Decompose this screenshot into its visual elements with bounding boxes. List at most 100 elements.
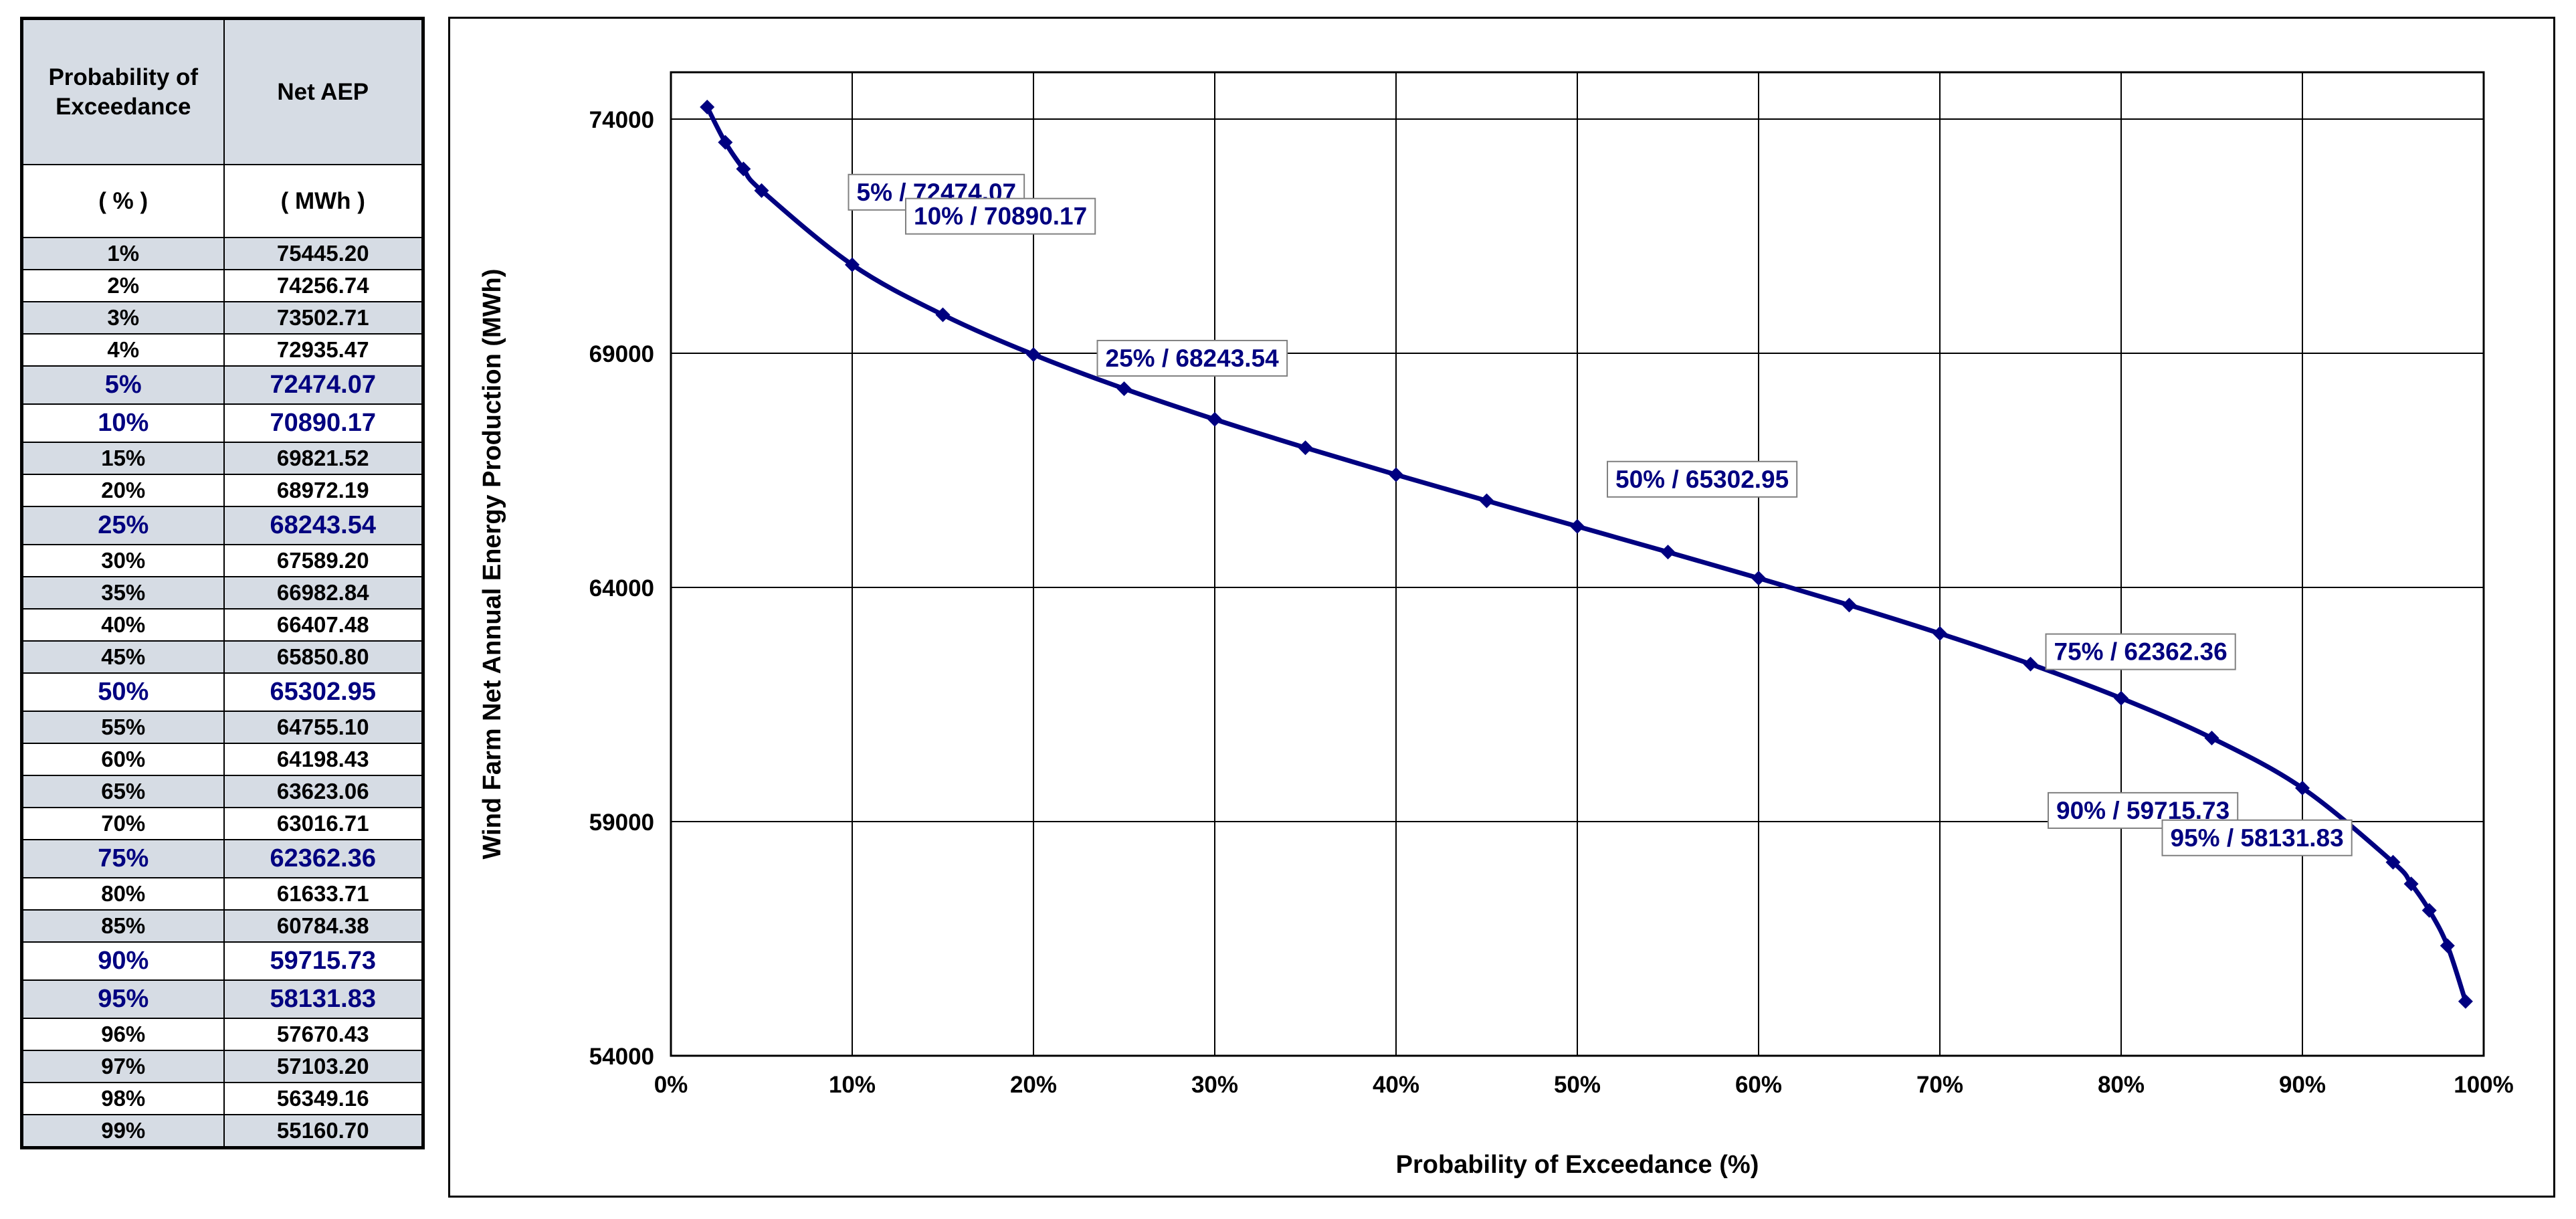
data-point	[2458, 994, 2473, 1009]
data-point	[2204, 731, 2219, 746]
table-row: 96% 57670.43	[21, 1018, 424, 1051]
series-net-aep	[700, 100, 2473, 1009]
header-net-aep: Net AEP	[223, 17, 424, 165]
table-row: 3% 73502.71	[21, 301, 424, 335]
data-point	[1298, 440, 1313, 456]
data-point	[754, 183, 769, 198]
data-point	[2385, 854, 2401, 870]
cell-probability: 4%	[21, 333, 225, 367]
annotation-text: 75% / 62362.36	[2054, 638, 2227, 666]
cell-probability: 80%	[21, 877, 225, 911]
series-line	[705, 106, 2468, 1002]
cell-net-aep: 59715.73	[223, 941, 424, 981]
table-row: 45% 65850.80	[21, 640, 424, 674]
data-point	[2403, 876, 2419, 892]
cell-probability: 25%	[21, 506, 225, 545]
cell-net-aep: 63016.71	[223, 807, 424, 840]
cell-net-aep: 66982.84	[223, 576, 424, 610]
table-row: 1% 75445.20	[21, 237, 424, 270]
table-row: 5% 72474.07	[21, 365, 424, 405]
cell-probability: 98%	[21, 1082, 225, 1115]
cell-net-aep: 62362.36	[223, 839, 424, 878]
annotation-label: 10% / 70890.17	[905, 197, 1096, 235]
x-tick-label: 20%	[1010, 1072, 1057, 1098]
cell-probability: 5%	[21, 365, 225, 405]
data-point	[2023, 656, 2038, 672]
data-point	[1751, 571, 1766, 586]
data-point	[1570, 519, 1585, 534]
unit-mwh: ( MWh )	[223, 164, 424, 238]
x-axis-title: Probability of Exceedance (%)	[1396, 1151, 1759, 1179]
cell-probability: 10%	[21, 403, 225, 443]
cell-net-aep: 69821.52	[223, 442, 424, 475]
table-row: 65% 63623.06	[21, 775, 424, 808]
data-point	[718, 134, 733, 150]
header-probability: Probability of Exceedance	[21, 17, 225, 165]
grid	[670, 71, 2485, 1057]
annotation-box	[1096, 339, 1288, 377]
x-tick-label: 30%	[1191, 1072, 1238, 1098]
y-tick-label: 64000	[589, 575, 654, 601]
cell-net-aep: 61633.71	[223, 877, 424, 911]
table-row: 98% 56349.16	[21, 1082, 424, 1115]
table-row: 99% 55160.70	[21, 1114, 424, 1149]
x-tick-label: 50%	[1554, 1072, 1601, 1098]
x-tick-label: 100%	[2454, 1072, 2514, 1098]
cell-probability: 40%	[21, 608, 225, 642]
cell-net-aep: 66407.48	[223, 608, 424, 642]
x-tick-label: 0%	[654, 1072, 688, 1098]
cell-net-aep: 68972.19	[223, 474, 424, 507]
cell-net-aep: 72935.47	[223, 333, 424, 367]
table-row: 55% 64755.10	[21, 711, 424, 744]
cell-net-aep: 60784.38	[223, 909, 424, 943]
pe-curve-chart: 0% 10% 20% 30% 40% 50% 60% 70% 80% 90% 100% 540005…	[478, 71, 2514, 1179]
data-point	[845, 257, 860, 272]
annotation-text: 95% / 58131.83	[2171, 824, 2344, 852]
table-row: 20% 68972.19	[21, 474, 424, 507]
cell-probability: 2%	[21, 269, 225, 302]
cell-net-aep: 65302.95	[223, 672, 424, 712]
cell-net-aep: 64198.43	[223, 743, 424, 776]
cell-probability: 97%	[21, 1050, 225, 1083]
chart-panel: 0% 10% 20% 30% 40% 50% 60% 70% 80% 90% 100% 54000 5…	[448, 17, 2555, 1198]
data-point	[935, 307, 951, 322]
data-point	[700, 100, 715, 115]
cell-net-aep: 67589.20	[223, 544, 424, 577]
cell-net-aep: 75445.20	[223, 237, 424, 270]
cell-net-aep: 56349.16	[223, 1082, 424, 1115]
cell-probability: 85%	[21, 909, 225, 943]
data-point	[1479, 493, 1494, 508]
y-tick-label: 54000	[589, 1044, 654, 1070]
unit-percent: ( % )	[21, 164, 225, 238]
table-row: 95% 58131.83	[21, 979, 424, 1019]
pe-table: Probability of Exceedance Net AEP ( % ) …	[20, 17, 425, 1149]
table-row: 85% 60784.38	[21, 909, 424, 943]
cell-probability: 15%	[21, 442, 225, 475]
table-row: 2% 74256.74	[21, 269, 424, 302]
cell-net-aep: 57670.43	[223, 1018, 424, 1051]
cell-net-aep: 68243.54	[223, 506, 424, 545]
cell-probability: 95%	[21, 979, 225, 1019]
table-row: 97% 57103.20	[21, 1050, 424, 1083]
cell-probability: 30%	[21, 544, 225, 577]
y-axis-ticks: 54000 59000 64000 69000 74000	[589, 107, 654, 1070]
y-tick-label: 59000	[589, 810, 654, 836]
annotation-text: 50% / 65302.95	[1615, 466, 1789, 493]
annotation-box	[905, 197, 1096, 235]
x-axis-ticks: 0% 10% 20% 30% 40% 50% 60% 70% 80% 90% 100%	[654, 1072, 2514, 1098]
data-point	[1660, 545, 1676, 560]
x-tick-label: 10%	[829, 1072, 876, 1098]
data-point	[1389, 467, 1403, 482]
data-point	[1933, 626, 1947, 641]
annotation-label: 25% / 68243.54	[1096, 339, 1288, 377]
table-row: 70% 63016.71	[21, 807, 424, 840]
data-point	[736, 161, 751, 177]
table-row: 10% 70890.17	[21, 403, 424, 443]
cell-net-aep: 74256.74	[223, 269, 424, 302]
x-tick-label: 70%	[1916, 1072, 1963, 1098]
cell-probability: 75%	[21, 839, 225, 878]
data-point	[1842, 597, 1857, 613]
cell-probability: 45%	[21, 640, 225, 674]
cell-probability: 3%	[21, 301, 225, 335]
cell-net-aep: 55160.70	[223, 1114, 424, 1149]
